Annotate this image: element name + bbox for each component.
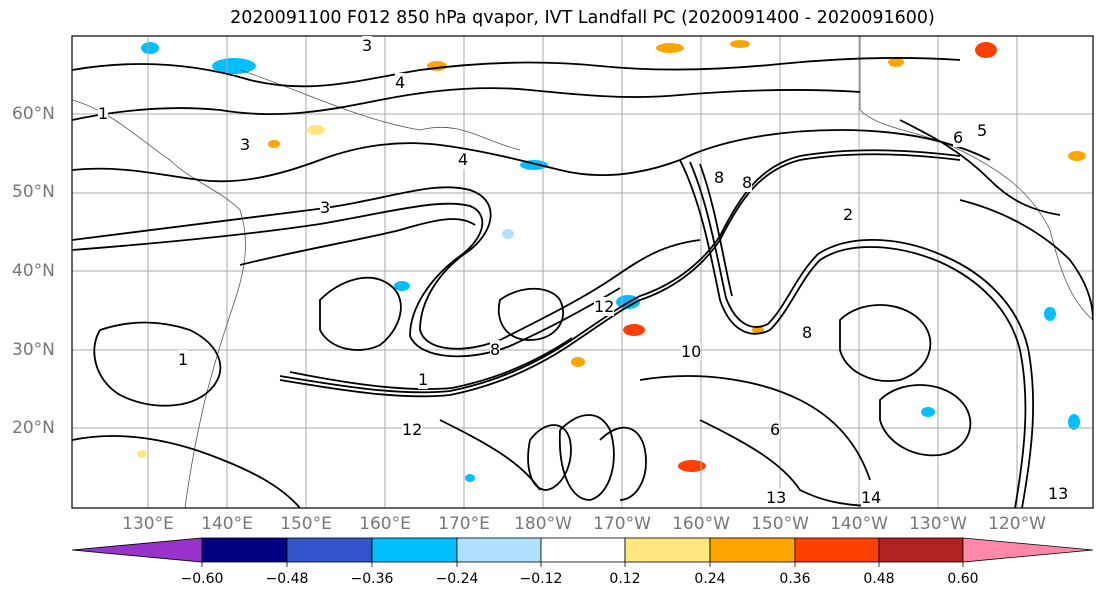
colorbar-tick-label: 0.48 [863, 571, 895, 587]
anomaly-blob [141, 42, 159, 54]
anomaly-blob [975, 42, 997, 58]
colorbar-tick-label: 0.60 [947, 571, 979, 587]
colorbar-tick-label: −0.60 [180, 571, 224, 587]
lon-label: 160°E [359, 514, 411, 534]
colorbar-segment [371, 537, 458, 563]
colorbar-segment [201, 537, 288, 563]
lon-label: 130°W [909, 514, 967, 534]
lat-label: 20°N [12, 418, 55, 438]
colorbar-segment [456, 537, 542, 563]
anomaly-blob [394, 281, 410, 291]
anomaly-blob [1044, 307, 1056, 321]
colorbar-segment [962, 537, 1094, 563]
colorbar-tick-label: −0.36 [350, 571, 394, 587]
colorbar-tick-label: 0.24 [694, 571, 726, 587]
anomaly-blob [465, 474, 475, 482]
lon-label: 150°W [751, 514, 809, 534]
colorbar-segment [540, 537, 626, 563]
anomaly-blob [678, 460, 706, 472]
anomaly-blob [1068, 151, 1086, 161]
anomaly-blob [730, 40, 750, 48]
contour-lines [72, 57, 1093, 508]
anomaly-blob [752, 326, 764, 334]
lon-label: 130°E [122, 514, 174, 534]
colorbar-tick-label: 0.12 [609, 571, 641, 587]
anomaly-blob [268, 140, 280, 148]
colorbar-tick-label: −0.12 [519, 571, 563, 587]
colorbar-segment [71, 537, 203, 563]
map-panel [72, 36, 1093, 508]
coastlines [72, 36, 1093, 508]
anomaly-blob [623, 324, 645, 336]
lon-label: 170°E [438, 514, 490, 534]
colorbar-segment [794, 537, 880, 563]
lat-label: 40°N [12, 261, 55, 281]
lon-label: 150°E [280, 514, 332, 534]
colorbar-tick-label: −0.48 [265, 571, 309, 587]
anomaly-blob [212, 58, 256, 74]
anomaly-blob [921, 407, 935, 417]
colorbar-segment [878, 537, 964, 563]
anomaly-blob [656, 43, 684, 53]
map-frame [71, 35, 1094, 509]
lat-label: 50°N [12, 182, 55, 202]
anomaly-blob [571, 357, 585, 367]
anomaly-blob [888, 57, 904, 67]
lon-label: 170°W [593, 514, 651, 534]
colorbar-segment [624, 537, 711, 563]
lon-label: 140°W [830, 514, 888, 534]
lon-label: 160°W [672, 514, 730, 534]
colorbar-segment [286, 537, 373, 563]
anomaly-blob [137, 450, 147, 458]
colorbar-tick-label: −0.24 [435, 571, 479, 587]
lat-label: 60°N [12, 104, 55, 124]
lon-label: 180°W [514, 514, 572, 534]
colorbar-segment [709, 537, 796, 563]
lon-label: 120°W [988, 514, 1046, 534]
lat-label: 30°N [12, 340, 55, 360]
map-title: 2020091100 F012 850 hPa qvapor, IVT Land… [230, 8, 935, 28]
colorbar-tick-label: 0.36 [779, 571, 811, 587]
anomaly-blob [502, 229, 514, 239]
anomaly-blob [307, 125, 325, 135]
colorbar [71, 537, 1094, 567]
graticule [72, 36, 1093, 508]
lon-label: 140°E [201, 514, 253, 534]
anomaly-blob [1068, 414, 1080, 430]
